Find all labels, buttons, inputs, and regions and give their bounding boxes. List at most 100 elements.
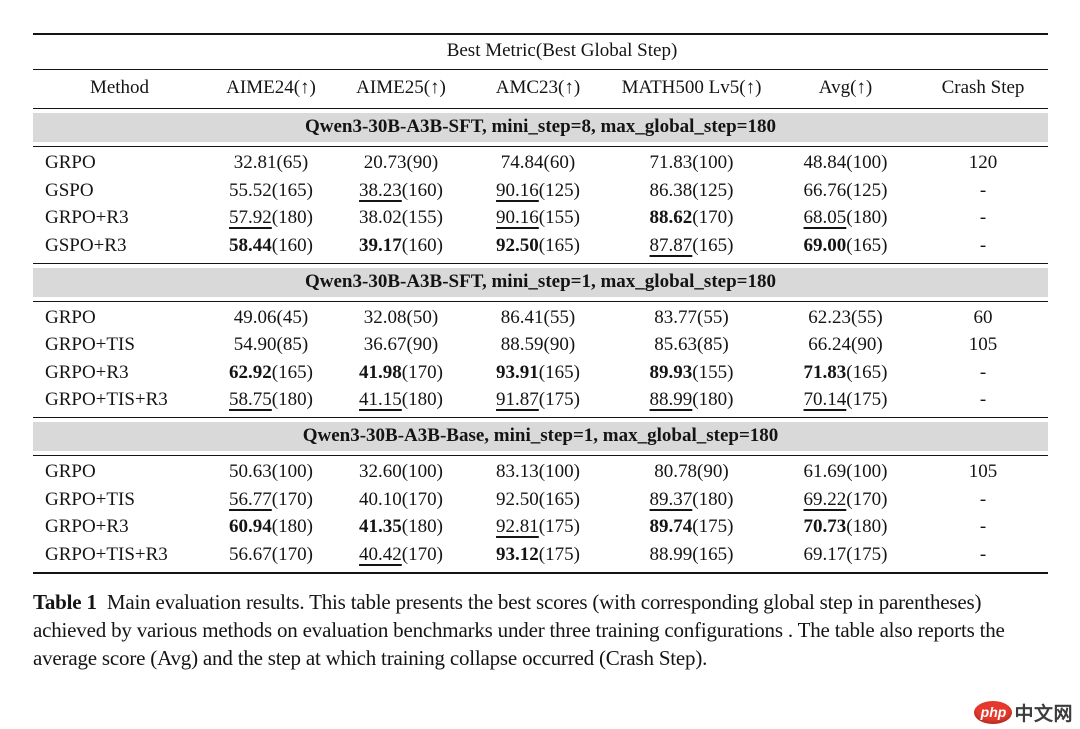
metric-value: 89.37 bbox=[649, 488, 693, 510]
method-cell: GRPO bbox=[45, 461, 96, 482]
metric-value: 40.42 bbox=[359, 543, 402, 565]
metric-cell: 85.63(85) bbox=[654, 334, 729, 355]
crash-step-cell: - bbox=[979, 389, 987, 410]
metric-cell: 66.24(90) bbox=[808, 334, 883, 355]
metric-value: 91.87 bbox=[496, 389, 539, 410]
span-header: Best Metric(Best Global Step) bbox=[206, 34, 918, 70]
metric-value: 69.00 bbox=[803, 234, 847, 256]
metric-cell: 92.50(165) bbox=[496, 488, 580, 510]
metric-value: 80.78 bbox=[654, 461, 698, 482]
metric-value: 39.17 bbox=[359, 234, 402, 256]
metric-value: 32.81 bbox=[233, 152, 277, 173]
metric-cell: 56.67(170) bbox=[229, 543, 313, 565]
metric-cell: 20.73(90) bbox=[363, 152, 439, 173]
metric-cell: 39.17(160) bbox=[359, 234, 443, 256]
metric-cell: 38.02(155) bbox=[359, 207, 443, 228]
method-cell: GRPO+R3 bbox=[45, 361, 129, 383]
method-cell: GRPO+R3 bbox=[45, 207, 129, 228]
metric-cell: 41.35(180) bbox=[359, 516, 443, 537]
metric-value: 38.02 bbox=[359, 207, 402, 228]
section-header-row: Qwen3-30B-A3B-Base, mini_step=1, max_glo… bbox=[33, 417, 1048, 456]
metric-cell: 38.23(160) bbox=[359, 179, 443, 201]
metric-value: 50.63 bbox=[229, 461, 272, 482]
metric-value: 83.77 bbox=[654, 306, 698, 328]
metric-value: 70.14 bbox=[803, 389, 847, 410]
metric-cell: 80.78(90) bbox=[654, 461, 729, 482]
metric-cell: 88.62(170) bbox=[649, 207, 734, 228]
metric-cell: 49.06(45) bbox=[233, 306, 309, 328]
table-row: GRPO+TIS 56.77(170) 40.10(170) 92.50(165) 89… bbox=[33, 486, 1048, 514]
metric-value: 48.84 bbox=[803, 152, 847, 173]
metric-value: 90.16 bbox=[496, 207, 539, 228]
table-caption: Table 1 Main evaluation results. This ta… bbox=[33, 588, 1050, 672]
column-header-method: Method bbox=[33, 69, 206, 109]
metric-value: 92.50 bbox=[496, 234, 539, 256]
crash-step-cell: 120 bbox=[968, 152, 998, 173]
metric-value: 40.10 bbox=[359, 488, 402, 510]
method-cell: GSPO+R3 bbox=[45, 234, 127, 256]
table-row: GRPO+TIS+R3 56.67(170) 40.42(170) 93.12(175… bbox=[33, 541, 1048, 573]
metric-value: 92.81 bbox=[496, 516, 539, 537]
metric-cell: 86.41(55) bbox=[500, 306, 576, 328]
metric-cell: 66.76(125) bbox=[803, 179, 888, 201]
metric-value: 38.23 bbox=[359, 179, 402, 201]
site-logo: php 中文网 bbox=[974, 699, 1073, 726]
metric-cell: 70.14(175) bbox=[803, 389, 888, 410]
caption-text: Main evaluation results. This table pres… bbox=[33, 590, 1005, 670]
metric-cell: 89.37(180) bbox=[649, 488, 734, 510]
crash-step-cell: - bbox=[979, 516, 987, 537]
metric-cell: 62.92(165) bbox=[229, 361, 313, 383]
metric-value: 85.63 bbox=[654, 334, 698, 355]
metric-value: 93.12 bbox=[496, 543, 539, 565]
metric-value: 57.92 bbox=[229, 207, 272, 228]
section-title: Qwen3-30B-A3B-SFT, mini_step=8, max_glob… bbox=[33, 113, 1048, 142]
metric-cell: 83.77(55) bbox=[654, 306, 729, 328]
method-cell: GSPO bbox=[45, 179, 94, 201]
metric-value: 69.22 bbox=[803, 488, 847, 510]
metric-value: 69.17 bbox=[803, 543, 847, 565]
metric-cell: 32.81(65) bbox=[233, 152, 309, 173]
metric-value: 58.44 bbox=[229, 234, 272, 256]
metric-value: 92.50 bbox=[496, 488, 539, 510]
method-cell: GRPO+R3 bbox=[45, 516, 129, 537]
metric-value: 62.92 bbox=[229, 361, 272, 383]
metric-cell: 41.98(170) bbox=[359, 361, 443, 383]
metric-cell: 89.74(175) bbox=[649, 516, 734, 537]
crash-step-cell: - bbox=[979, 234, 987, 256]
metric-cell: 40.10(170) bbox=[359, 488, 443, 510]
metric-cell: 32.08(50) bbox=[363, 306, 439, 328]
metric-value: 90.16 bbox=[496, 179, 539, 201]
metric-value: 71.83 bbox=[803, 361, 847, 383]
method-cell: GRPO+TIS bbox=[45, 488, 135, 510]
metric-cell: 57.92(180) bbox=[229, 207, 313, 228]
metric-value: 66.24 bbox=[808, 334, 852, 355]
crash-step-cell: 105 bbox=[968, 461, 998, 482]
metric-value: 49.06 bbox=[233, 306, 277, 328]
crash-step-cell: - bbox=[979, 488, 987, 510]
metric-cell: 92.81(175) bbox=[496, 516, 580, 537]
table-row: GSPO 55.52(165) 38.23(160) 90.16(125) 86.38(… bbox=[33, 177, 1048, 205]
metric-cell: 88.59(90) bbox=[500, 334, 576, 355]
metric-cell: 83.13(100) bbox=[496, 461, 580, 482]
metric-value: 83.13 bbox=[496, 461, 539, 482]
crash-step-cell: - bbox=[979, 361, 987, 383]
metric-cell: 69.00(165) bbox=[803, 234, 888, 256]
metric-value: 54.90 bbox=[233, 334, 277, 355]
metric-value: 74.84 bbox=[500, 152, 544, 173]
metric-value: 87.87 bbox=[649, 234, 693, 256]
span-header-spacer-left bbox=[33, 34, 206, 70]
metric-cell: 48.84(100) bbox=[803, 152, 888, 173]
metric-value: 88.59 bbox=[500, 334, 544, 355]
metric-cell: 88.99(165) bbox=[649, 543, 734, 565]
metric-cell: 89.93(155) bbox=[649, 361, 734, 383]
metric-value: 62.23 bbox=[808, 306, 852, 328]
metric-cell: 70.73(180) bbox=[803, 516, 888, 537]
crash-step-cell: - bbox=[979, 179, 987, 201]
metric-cell: 50.63(100) bbox=[229, 461, 313, 482]
metric-value: 88.99 bbox=[649, 543, 693, 565]
metric-value: 88.99 bbox=[649, 389, 693, 410]
metric-value: 88.62 bbox=[649, 207, 693, 228]
table-row: GRPO 49.06(45) 32.08(50) 86.41(55) 83.77(55)… bbox=[33, 301, 1048, 332]
metric-cell: 87.87(165) bbox=[649, 234, 734, 256]
metric-value: 32.08 bbox=[363, 306, 407, 328]
